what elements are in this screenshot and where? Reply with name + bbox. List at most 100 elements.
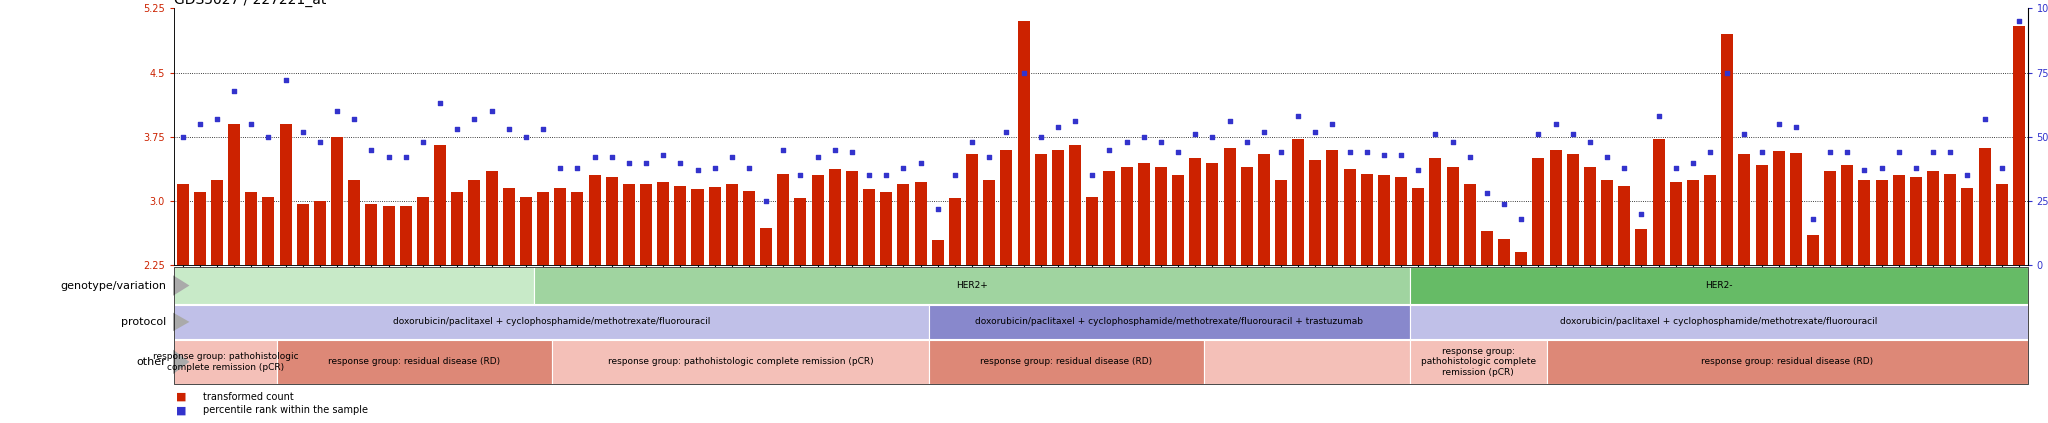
- Point: [647, 151, 680, 158]
- Point: [905, 159, 938, 166]
- Point: [1298, 128, 1331, 135]
- Point: [1952, 172, 1985, 179]
- Bar: [520, 197, 532, 265]
- Point: [1882, 149, 1915, 156]
- Point: [784, 172, 817, 179]
- Bar: [1343, 168, 1356, 265]
- Point: [887, 164, 920, 171]
- Bar: [1481, 231, 1493, 265]
- Point: [510, 134, 543, 140]
- Bar: [383, 206, 395, 265]
- Bar: [1241, 167, 1253, 265]
- Point: [373, 154, 406, 161]
- Point: [1264, 149, 1296, 156]
- Bar: [1995, 184, 2007, 265]
- Bar: [1636, 229, 1647, 265]
- Text: response group: residual disease (RD): response group: residual disease (RD): [981, 357, 1153, 366]
- Point: [819, 146, 852, 153]
- Bar: [1858, 181, 1870, 265]
- Point: [1917, 149, 1950, 156]
- Bar: [1739, 154, 1751, 265]
- Text: genotype/variation: genotype/variation: [59, 280, 166, 291]
- Point: [1247, 128, 1280, 135]
- Bar: [246, 192, 258, 265]
- Bar: [1962, 188, 1974, 265]
- Text: other: other: [135, 357, 166, 367]
- Point: [1573, 139, 1606, 146]
- Bar: [332, 137, 344, 265]
- Point: [1368, 151, 1401, 158]
- Point: [545, 164, 578, 171]
- Bar: [641, 184, 651, 265]
- Point: [1180, 131, 1212, 137]
- Point: [1522, 131, 1554, 137]
- Text: doxorubicin/paclitaxel + cyclophosphamide/methotrexate/fluorouracil + trastuzuma: doxorubicin/paclitaxel + cyclophosphamid…: [975, 317, 1364, 327]
- Bar: [932, 239, 944, 265]
- Point: [1161, 149, 1194, 156]
- Point: [698, 164, 731, 171]
- Point: [1487, 200, 1520, 207]
- Bar: [1790, 153, 1802, 265]
- Point: [629, 159, 662, 166]
- Text: transformed count: transformed count: [203, 392, 293, 402]
- Bar: [1360, 174, 1372, 265]
- Bar: [623, 184, 635, 265]
- Text: GDS5027 / 227221_at: GDS5027 / 227221_at: [174, 0, 326, 8]
- Bar: [571, 192, 584, 265]
- Point: [1042, 123, 1075, 130]
- Text: protocol: protocol: [121, 317, 166, 327]
- Point: [1591, 154, 1624, 161]
- Point: [492, 126, 524, 132]
- Point: [1350, 149, 1382, 156]
- Bar: [1053, 150, 1063, 265]
- Point: [166, 134, 199, 140]
- Bar: [1550, 150, 1561, 265]
- Point: [236, 121, 268, 127]
- Point: [1110, 139, 1143, 146]
- Bar: [211, 180, 223, 265]
- Point: [1933, 149, 1966, 156]
- Point: [1985, 164, 2017, 171]
- Point: [475, 108, 508, 115]
- Bar: [297, 203, 309, 265]
- Text: doxorubicin/paclitaxel + cyclophosphamide/methotrexate/fluorouracil: doxorubicin/paclitaxel + cyclophosphamid…: [1561, 317, 1878, 327]
- Bar: [1806, 235, 1819, 265]
- Point: [1694, 149, 1726, 156]
- Bar: [1034, 154, 1047, 265]
- Point: [354, 146, 387, 153]
- Bar: [692, 189, 705, 265]
- Bar: [469, 180, 481, 265]
- Bar: [1018, 21, 1030, 265]
- Bar: [1206, 162, 1219, 265]
- Bar: [1327, 150, 1339, 265]
- Point: [1761, 121, 1794, 127]
- Bar: [1720, 34, 1733, 265]
- Bar: [1618, 186, 1630, 265]
- Bar: [983, 180, 995, 265]
- Bar: [2013, 25, 2025, 265]
- Bar: [915, 182, 926, 265]
- Bar: [1155, 167, 1167, 265]
- Point: [1075, 172, 1108, 179]
- Point: [1659, 164, 1692, 171]
- Bar: [451, 192, 463, 265]
- Point: [682, 167, 715, 173]
- Point: [1317, 121, 1350, 127]
- Point: [1540, 121, 1573, 127]
- Bar: [1774, 151, 1784, 265]
- Text: HER2-: HER2-: [1704, 281, 1733, 290]
- Point: [526, 126, 559, 132]
- Bar: [485, 171, 498, 265]
- Bar: [418, 197, 428, 265]
- Point: [1729, 131, 1761, 137]
- Bar: [1911, 177, 1921, 265]
- Bar: [313, 201, 326, 265]
- Point: [989, 128, 1022, 135]
- Bar: [1464, 184, 1477, 265]
- Point: [596, 154, 629, 161]
- Bar: [227, 124, 240, 265]
- Bar: [1190, 158, 1202, 265]
- Bar: [1223, 148, 1235, 265]
- Bar: [1276, 180, 1286, 265]
- Point: [1384, 151, 1417, 158]
